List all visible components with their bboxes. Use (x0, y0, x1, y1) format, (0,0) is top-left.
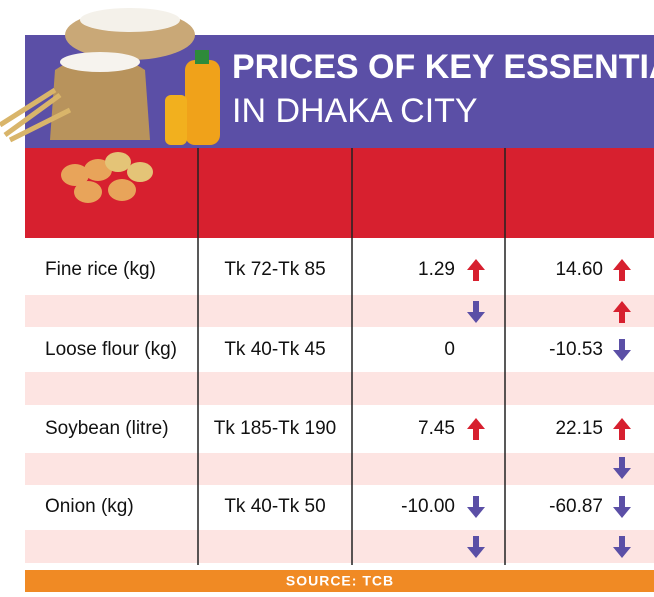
table-cell: Tk 40-Tk 50 (224, 496, 325, 517)
table-cell: Soybean (litre) (45, 418, 169, 439)
table-cell: -10.00 (401, 496, 455, 517)
table-cell: 1.29 (418, 259, 455, 280)
row-band (25, 530, 654, 563)
table-cell: 7.45 (418, 418, 455, 439)
table-cell: Fine rice (kg) (45, 259, 156, 280)
eggs (61, 152, 153, 203)
source: SOURCE: TCB (286, 573, 394, 589)
table-cell: Onion (kg) (45, 496, 134, 517)
table-cell: 0 (444, 339, 455, 360)
illustration (0, 8, 220, 145)
table-cell: 22.15 (555, 418, 603, 439)
table-cell: Tk 72-Tk 85 (224, 259, 325, 280)
table-cell: Tk 185-Tk 190 (214, 418, 337, 439)
table-cell: 14.60 (555, 259, 603, 280)
source-bar (25, 570, 654, 592)
subtitle: IN DHAKA CITY (232, 92, 478, 130)
table-cell: -10.53 (549, 339, 603, 360)
table-cell: -60.87 (549, 496, 603, 517)
table-cell: Loose flour (kg) (45, 339, 177, 360)
dividers (197, 148, 506, 565)
row-band (25, 372, 654, 405)
row-band (25, 453, 654, 485)
row-band (25, 295, 654, 327)
title: PRICES OF KEY ESSENTIALS (232, 48, 654, 86)
table-cell: Tk 40-Tk 45 (224, 339, 325, 360)
